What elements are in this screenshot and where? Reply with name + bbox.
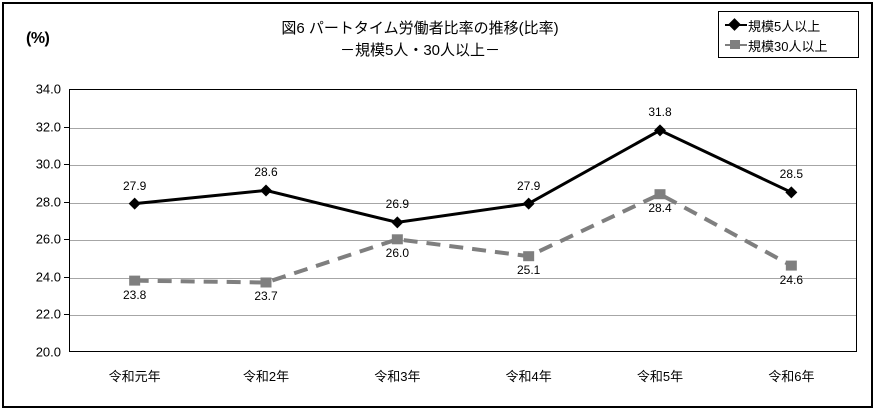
y-tick-mark: [64, 276, 69, 278]
gridline: [70, 127, 856, 129]
data-label: 23.7: [254, 289, 278, 304]
data-label: 28.4: [648, 201, 672, 216]
chart-legend: 規模5人以上 規模30人以上: [718, 11, 859, 58]
x-tick-label: 令和2年: [242, 369, 290, 384]
chart-title-line-2: －規模5人・30人以上－: [339, 41, 501, 59]
y-tick-mark: [64, 201, 69, 203]
data-label: 26.9: [385, 197, 410, 212]
legend-item-series-2: 規模30人以上: [725, 35, 858, 55]
y-tick-label: 20.0: [35, 344, 61, 360]
y-tick-label: 30.0: [35, 156, 61, 172]
x-tick-label: 令和6年: [768, 369, 815, 384]
legend-item-series-1: 規模5人以上: [725, 15, 858, 35]
y-tick-label: 28.0: [35, 194, 61, 210]
y-tick-label: 26.0: [35, 231, 61, 247]
plot-area: [69, 89, 857, 352]
data-label: 27.9: [516, 178, 541, 193]
gridline: [70, 277, 856, 279]
gridline: [70, 165, 856, 167]
y-tick-mark: [64, 126, 69, 128]
diamond-marker-icon: [725, 18, 747, 32]
y-axis-unit-label: (%): [26, 30, 50, 47]
y-tick-mark: [64, 314, 69, 316]
legend-label-series-2: 規模30人以上: [748, 38, 828, 54]
y-tick-label: 32.0: [35, 119, 61, 135]
data-label: 31.8: [648, 105, 672, 120]
x-tick-label: 令和3年: [374, 369, 421, 384]
y-tick-label: 24.0: [35, 269, 61, 285]
gridline: [70, 202, 856, 204]
data-label: 26.0: [385, 246, 410, 261]
x-tick-label: 令和4年: [505, 369, 552, 384]
data-label: 28.6: [254, 165, 278, 180]
data-label: 25.1: [516, 263, 541, 278]
legend-label-series-1: 規模5人以上: [748, 18, 821, 34]
gridline: [70, 240, 856, 242]
x-tick-label: 令和5年: [636, 369, 684, 384]
x-tick-label: 令和元年: [108, 369, 161, 384]
square-marker-icon: [725, 38, 747, 52]
y-tick-label: 22.0: [35, 306, 61, 322]
chart-title-line-1: 図6 パートタイム労働者比率の推移(比率): [281, 20, 559, 37]
y-tick-label: 34.0: [35, 81, 61, 97]
data-label: 27.9: [122, 178, 147, 193]
data-label: 23.8: [122, 287, 147, 302]
chart-title: 図6 パートタイム労働者比率の推移(比率) －規模5人・30人以上－: [160, 18, 680, 62]
y-tick-mark: [64, 164, 69, 166]
gridline: [70, 315, 856, 317]
data-label: 24.6: [779, 272, 804, 287]
data-label: 28.5: [779, 167, 804, 182]
y-tick-mark: [64, 239, 69, 241]
